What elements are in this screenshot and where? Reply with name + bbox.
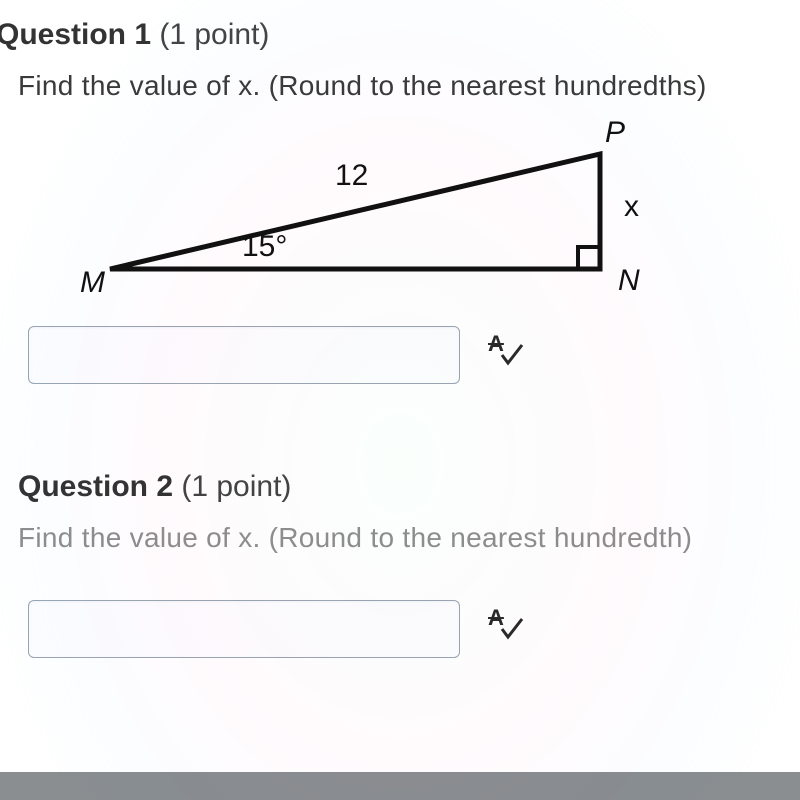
vertex-N-label: N xyxy=(618,264,640,298)
right-angle-marker xyxy=(578,247,600,269)
spellcheck-icon[interactable]: A xyxy=(488,611,522,647)
q2-answer-row: A xyxy=(28,600,800,658)
q2-answer-input[interactable] xyxy=(28,600,460,658)
q2-title: Question 2 xyxy=(18,470,173,503)
q2-prompt: Find the value of x. (Round to the neare… xyxy=(18,522,800,554)
spellcheck-icon[interactable]: A xyxy=(488,337,522,373)
q1-points: (1 point) xyxy=(151,18,269,51)
bottom-bar xyxy=(0,772,800,800)
angle-label: 15° xyxy=(242,230,287,264)
q1-answer-input[interactable] xyxy=(28,326,460,384)
q1-title: Question 1 xyxy=(0,18,151,51)
q2-points: (1 point) xyxy=(173,470,291,503)
question-2-heading: Question 2 (1 point) xyxy=(18,452,800,504)
q1-prompt: Find the value of x. (Round to the neare… xyxy=(18,70,800,102)
question-1-heading: Question 1 (1 point) xyxy=(0,0,800,52)
vertex-P-label: P xyxy=(605,116,625,150)
triangle-diagram: P x N M 12 15° xyxy=(80,104,700,304)
vertex-M-label: M xyxy=(80,266,105,300)
hypotenuse-label: 12 xyxy=(335,159,368,193)
side-x-label: x xyxy=(624,190,639,224)
q1-answer-row: A xyxy=(28,326,800,384)
